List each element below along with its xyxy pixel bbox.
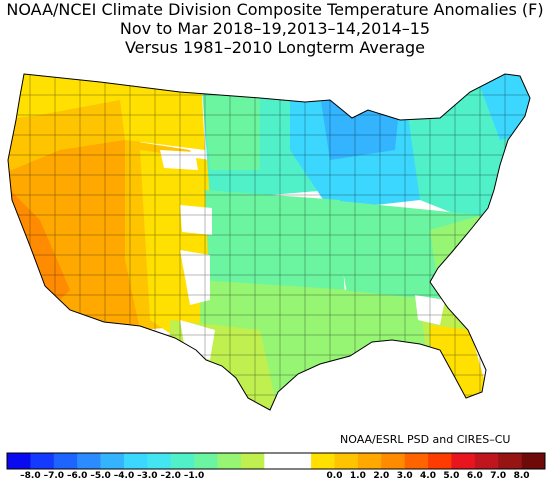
title-line-1: NOAA/NCEI Climate Division Composite Tem… xyxy=(6,0,544,19)
us-anomaly-map xyxy=(7,73,531,411)
legend-tick-label: 1.0 xyxy=(349,471,366,481)
title-line-2: Nov to Mar 2018–19,2013–14,2014–15 xyxy=(119,19,431,38)
legend-tick-label: –2.0 xyxy=(160,471,181,481)
legend-tick-label: –1.0 xyxy=(183,471,205,481)
legend-swatch xyxy=(30,453,55,469)
legend-tick-label: 5.0 xyxy=(443,471,460,481)
legend-swatch xyxy=(147,453,172,469)
region-neutral-colorado xyxy=(180,205,212,235)
title-line-3: Versus 1981–2010 Longterm Average xyxy=(124,38,426,57)
legend-swatch xyxy=(100,453,125,469)
legend-swatch xyxy=(264,453,288,469)
legend-tick-label: 7.0 xyxy=(490,471,507,481)
color-scale-legend xyxy=(6,452,546,470)
credit-text: NOAA/ESRL PSD and CIRES–CU xyxy=(340,433,511,446)
legend-tick-label: 2.0 xyxy=(373,471,390,481)
legend-swatch xyxy=(240,453,265,469)
region-colorado-nm xyxy=(140,150,210,340)
map-title: NOAA/NCEI Climate Division Composite Tem… xyxy=(0,0,550,57)
legend-tick-label: –5.0 xyxy=(90,471,111,481)
legend-swatch xyxy=(194,453,218,469)
legend-tick-label: –8.0 xyxy=(20,471,41,481)
legend-swatch xyxy=(521,453,546,469)
legend-swatch xyxy=(428,453,452,469)
legend-swatch xyxy=(170,453,195,469)
legend-tick-label: 0.0 xyxy=(326,471,343,481)
legend-swatch xyxy=(451,453,476,469)
legend-tick-label: –7.0 xyxy=(43,471,65,481)
legend-swatch xyxy=(474,453,499,469)
region-neutral-west-texas xyxy=(180,250,210,305)
legend-swatch xyxy=(404,453,429,469)
legend-swatch xyxy=(498,453,522,469)
legend-border xyxy=(6,452,546,470)
legend-tick-label: 3.0 xyxy=(396,471,413,481)
legend-tick-label: –4.0 xyxy=(113,471,135,481)
legend-swatch xyxy=(381,453,405,469)
legend-swatch xyxy=(53,453,78,469)
legend-swatch xyxy=(287,453,312,469)
legend-swatch xyxy=(7,453,31,469)
legend-swatch xyxy=(357,453,382,469)
region-deep-south xyxy=(340,290,440,360)
legend-swatch xyxy=(334,453,359,469)
region-florida xyxy=(430,325,490,400)
region-central-plains xyxy=(205,190,345,310)
legend-tick-label: 4.0 xyxy=(420,471,436,481)
legend-tick-label: 6.0 xyxy=(466,471,483,481)
legend-swatch xyxy=(217,453,242,469)
region-northeast xyxy=(400,74,530,220)
us-outline xyxy=(7,73,531,411)
region-minnesota-wisconsin xyxy=(320,95,400,160)
anomaly-fill xyxy=(8,74,530,410)
legend-tick-label: 8.0 xyxy=(513,471,530,481)
legend-swatch xyxy=(311,453,335,469)
legend-swatch xyxy=(77,453,101,469)
region-neutral-wyoming xyxy=(160,150,198,170)
legend-tick-label: –3.0 xyxy=(137,471,158,481)
legend-tick-label: –6.0 xyxy=(66,471,88,481)
legend-swatch xyxy=(123,453,148,469)
